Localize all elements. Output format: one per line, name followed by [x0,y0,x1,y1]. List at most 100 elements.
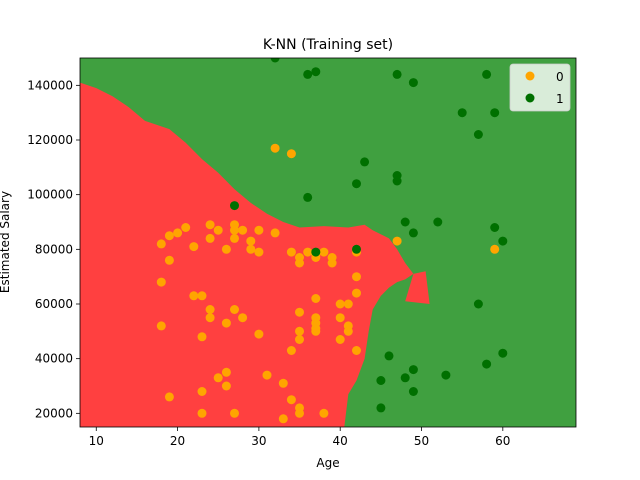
point-class-1 [230,201,239,211]
point-class-1 [400,373,410,383]
point-class-1 [457,108,467,118]
point-class-0 [254,247,264,257]
point-class-0 [173,228,183,238]
chart-title: K-NN (Training set) [263,37,393,53]
point-class-0 [197,291,207,301]
point-class-1 [352,244,361,254]
point-class-0 [343,299,353,309]
y-axis: 20000 40000 60000 80000 100000 120000 140000 [27,78,80,420]
point-class-1 [408,365,418,375]
point-class-0 [352,346,361,355]
point-class-0 [205,220,215,230]
plot-frame [79,57,577,428]
legend-label-1: 1 [556,92,564,106]
point-class-1 [498,236,508,246]
point-class-1 [400,217,410,227]
point-class-0 [156,239,166,249]
point-class-0 [335,313,345,323]
point-class-1 [490,223,500,232]
legend-label-0: 0 [556,70,564,84]
point-class-0 [286,247,296,257]
x-tick-label: 60 [495,434,510,448]
point-class-0 [164,392,174,402]
y-tick-label: 60000 [35,297,73,311]
x-axis: 10 20 30 40 50 60 [89,427,510,448]
point-class-0 [392,236,402,246]
point-class-1 [498,348,508,358]
legend-box [509,63,571,112]
point-class-1 [384,351,394,361]
point-class-1 [408,228,418,238]
point-class-1 [473,299,483,309]
point-class-1 [490,108,500,118]
point-class-0 [254,225,264,235]
point-class-0 [303,247,313,257]
point-class-0 [221,381,231,391]
y-tick-label: 140000 [27,78,73,92]
class-0-island [405,271,430,304]
point-class-0 [197,332,207,342]
point-class-0 [164,231,174,241]
point-class-0 [319,408,329,418]
point-class-1 [482,359,492,369]
legend-marker-1 [525,93,535,103]
x-axis-label: Age [316,456,339,470]
point-class-0 [205,233,215,243]
point-class-0 [270,228,280,238]
point-class-0 [197,387,207,396]
point-class-0 [254,329,264,339]
point-class-0 [246,244,256,254]
y-tick-label: 20000 [35,406,73,420]
point-class-0 [230,305,239,314]
point-class-1 [270,58,280,63]
point-class-1 [392,69,402,79]
point-class-0 [213,373,223,383]
point-class-0 [311,294,321,303]
y-tick-label: 80000 [35,242,73,256]
point-class-1 [408,387,418,396]
point-class-0 [230,408,239,418]
point-class-0 [295,326,304,336]
point-class-0 [286,149,296,159]
point-class-1 [441,370,451,380]
point-class-0 [156,277,166,287]
point-class-1 [311,67,321,77]
x-tick-label: 30 [251,434,266,448]
point-class-0 [343,326,353,336]
point-class-0 [286,395,296,405]
point-class-0 [197,408,207,418]
point-class-0 [335,299,345,309]
point-class-0 [205,313,215,323]
point-class-0 [164,255,174,265]
legend: 0 1 [509,63,571,112]
point-class-0 [286,346,296,355]
point-class-1 [360,157,370,167]
plot-area [80,58,576,427]
point-class-0 [246,236,256,246]
point-class-1 [352,179,361,189]
point-class-1 [303,69,313,79]
point-class-1 [376,403,386,413]
point-class-1 [433,217,443,227]
point-class-0 [205,305,215,314]
point-class-1 [473,130,483,139]
point-class-0 [221,318,231,328]
point-class-0 [311,326,321,336]
point-class-1 [482,69,492,79]
point-class-0 [278,414,288,424]
point-class-0 [181,223,191,232]
point-class-0 [278,378,288,388]
y-axis-label: Estimated Salary [0,191,12,293]
y-tick-label: 100000 [27,188,73,202]
legend-marker-0 [525,71,535,81]
point-class-1 [303,192,313,202]
point-class-0 [189,291,199,301]
point-class-0 [221,244,231,254]
x-tick-label: 50 [414,434,429,448]
point-class-0 [295,408,304,418]
point-class-0 [230,225,239,235]
point-class-0 [262,370,272,380]
point-class-1 [311,247,321,257]
point-class-0 [213,225,223,235]
